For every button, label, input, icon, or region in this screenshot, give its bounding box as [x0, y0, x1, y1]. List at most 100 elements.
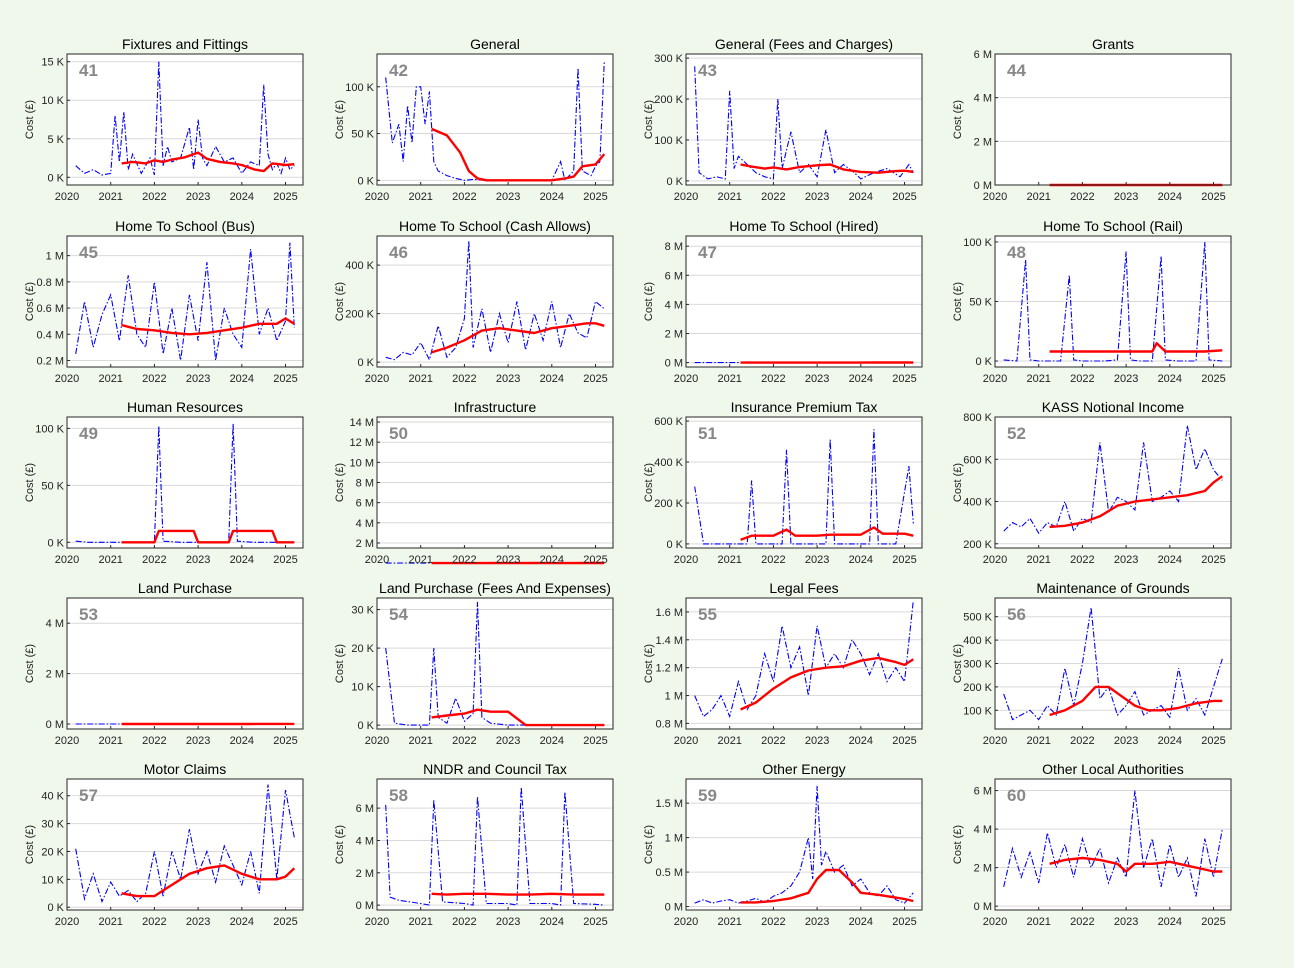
x-tick-label: 2024 — [1158, 191, 1182, 203]
y-tick-label: 100 K — [654, 135, 683, 147]
x-tick-label: 2020 — [983, 191, 1007, 203]
y-tick-label: 1 M — [665, 833, 683, 845]
x-tick-label: 2023 — [186, 191, 210, 203]
y-tick-label: 0.8 M — [655, 718, 683, 730]
x-tick-label: 2021 — [1026, 373, 1050, 385]
panel-number: 57 — [79, 786, 98, 805]
x-tick-label: 2020 — [674, 373, 698, 385]
x-tick-label: 2024 — [849, 735, 873, 747]
plot-area — [686, 236, 922, 367]
panel-number: 41 — [79, 61, 98, 80]
y-axis-label: Cost (£) — [952, 463, 964, 502]
subplot-54: 0 K 10 K 20 K 30 K 2020 2021 2022 2023 2024 2025 L… — [334, 580, 614, 747]
x-tick-label: 2024 — [540, 373, 564, 385]
subplot-title: Home To School (Bus) — [115, 218, 255, 234]
panel-number: 48 — [1007, 243, 1026, 262]
x-tick-label: 2020 — [674, 554, 698, 566]
y-tick-label: 200 K — [345, 309, 374, 321]
y-axis-label: Cost (£) — [24, 282, 36, 321]
x-tick-label: 2021 — [98, 735, 122, 747]
series-rolling-line — [431, 127, 606, 182]
x-tick-label: 2024 — [849, 373, 873, 385]
x-tick-label: 2021 — [1026, 554, 1050, 566]
y-tick-label: 1.5 M — [655, 798, 683, 810]
y-tick-label: 6 M — [974, 49, 992, 61]
y-tick-label: 4 M — [46, 618, 64, 630]
y-tick-label: 300 K — [654, 53, 683, 65]
y-tick-label: 400 K — [654, 457, 683, 469]
series-rolling-line — [431, 892, 605, 896]
x-tick-label: 2023 — [186, 916, 210, 928]
x-tick-label: 2022 — [452, 373, 476, 385]
y-tick-label: 0 M — [665, 902, 683, 914]
y-tick-label: 2 M — [46, 669, 64, 681]
y-tick-label: 1 M — [46, 251, 64, 263]
x-tick-label: 2023 — [1114, 191, 1138, 203]
x-tick-label: 2025 — [892, 554, 916, 566]
series-monthly-line — [385, 240, 605, 362]
series-monthly-line — [694, 66, 914, 180]
y-tick-label: 0.4 M — [36, 329, 64, 341]
x-tick-label: 2025 — [1201, 554, 1225, 566]
x-tick-label: 2020 — [365, 735, 389, 747]
panel-number: 50 — [389, 424, 408, 443]
subplot-title: Maintenance of Grounds — [1036, 580, 1189, 596]
series-rolling-line — [740, 526, 914, 541]
panel-number: 55 — [698, 605, 717, 624]
x-tick-label: 2025 — [892, 735, 916, 747]
y-tick-label: 600 K — [654, 416, 683, 428]
panel-number: 60 — [1007, 786, 1026, 805]
y-axis-label: Cost (£) — [24, 463, 36, 502]
series-rolling-line — [740, 163, 914, 174]
subplot-title: Land Purchase (Fees And Expenses) — [379, 580, 611, 596]
series-rolling-line — [1049, 856, 1223, 873]
y-tick-label: 8 M — [665, 241, 683, 253]
subplot-44: 0 M 2 M 4 M 6 M 2020 2021 2022 2023 2024 2025 Gran… — [952, 36, 1232, 203]
y-tick-label: 0 K — [666, 539, 683, 551]
x-tick-label: 2022 — [142, 916, 166, 928]
axes-frame — [66, 53, 304, 186]
y-tick-label: 400 K — [345, 260, 374, 272]
x-tick-label: 2025 — [583, 916, 607, 928]
plot-area — [686, 598, 922, 729]
y-axis-label: Cost (£) — [952, 100, 964, 139]
y-tick-label: 0 K — [975, 356, 992, 368]
axes-frame — [376, 778, 614, 911]
plot-area — [377, 598, 613, 729]
y-tick-label: 50 K — [41, 480, 64, 492]
x-tick-label: 2021 — [717, 735, 741, 747]
y-tick-label: 4 M — [974, 93, 992, 105]
x-tick-label: 2020 — [983, 916, 1007, 928]
y-axis-label: Cost (£) — [334, 825, 346, 864]
x-tick-label: 2020 — [674, 735, 698, 747]
y-axis-label: Cost (£) — [643, 644, 655, 683]
x-tick-label: 2020 — [365, 191, 389, 203]
y-axis-label: Cost (£) — [334, 644, 346, 683]
y-axis-label: Cost (£) — [643, 463, 655, 502]
x-tick-label: 2022 — [452, 191, 476, 203]
y-tick-label: 4 M — [665, 299, 683, 311]
axes-frame — [994, 53, 1232, 186]
axes-frame — [685, 778, 923, 911]
x-tick-label: 2025 — [892, 191, 916, 203]
y-tick-label: 0 M — [46, 719, 64, 731]
panel-number: 56 — [1007, 605, 1026, 624]
x-tick-label: 2025 — [583, 554, 607, 566]
y-tick-label: 0.2 M — [36, 355, 64, 367]
y-tick-label: 5 K — [47, 134, 64, 146]
x-tick-label: 2023 — [805, 916, 829, 928]
x-tick-label: 2022 — [142, 191, 166, 203]
x-tick-label: 2021 — [1026, 916, 1050, 928]
x-tick-label: 2024 — [540, 735, 564, 747]
series-rolling-line — [740, 868, 914, 904]
y-axis-label: Cost (£) — [334, 463, 346, 502]
y-axis-label: Cost (£) — [24, 825, 36, 864]
x-tick-label: 2020 — [55, 191, 79, 203]
x-tick-label: 2022 — [1070, 735, 1094, 747]
y-tick-label: 200 K — [963, 539, 992, 551]
plot-area — [377, 54, 613, 185]
panel-number: 46 — [389, 243, 408, 262]
panel-number: 42 — [389, 61, 408, 80]
x-tick-label: 2022 — [1070, 916, 1094, 928]
